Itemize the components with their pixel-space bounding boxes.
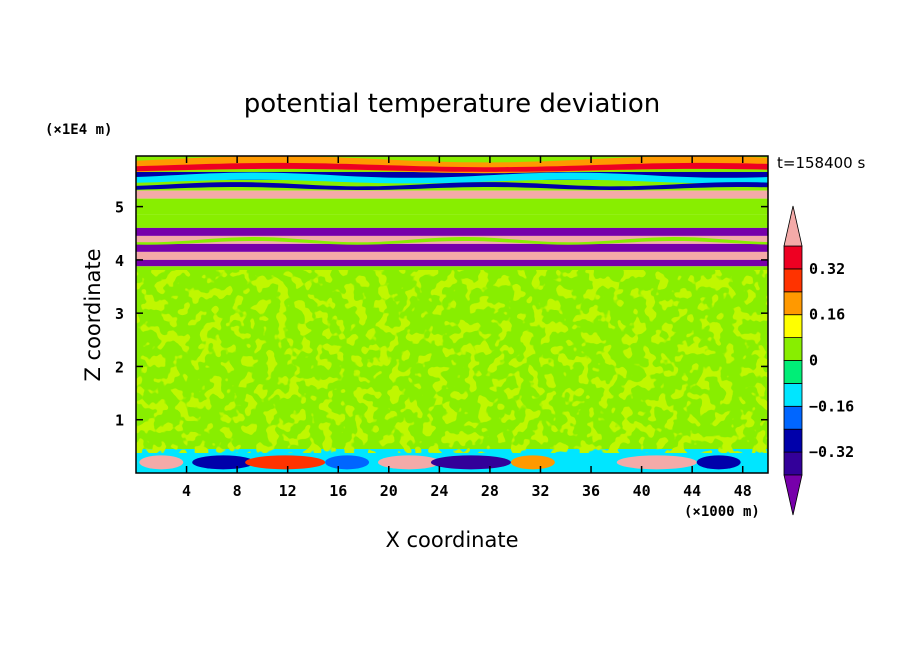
colorbar-band-5 — [783, 337, 803, 361]
x-tick-label: 32 — [531, 482, 549, 500]
x-tick-label: 4 — [182, 482, 191, 500]
y-tick-label: 3 — [115, 305, 124, 323]
contour-layer-3 — [136, 190, 768, 199]
upper-warm-core — [136, 162, 768, 172]
colorbar-band-6 — [783, 314, 803, 339]
x-tick-label: 40 — [633, 482, 651, 500]
x-tick-label: 36 — [582, 482, 600, 500]
surface-blob-8 — [616, 455, 697, 470]
time-label: t=158400 s — [777, 154, 865, 172]
colorbar-band-4 — [783, 360, 803, 384]
colorbar-tick-label: 0 — [809, 352, 818, 370]
x-tick-label: 28 — [481, 482, 499, 500]
surface-blob-0 — [139, 455, 184, 470]
contour-layer-6 — [136, 227, 768, 236]
colorbar-band-0 — [783, 451, 803, 476]
x-axis-unit: (×1000 m) — [684, 504, 760, 520]
noise-overlay — [136, 270, 768, 453]
surface-blob-6 — [510, 455, 555, 470]
colorbar-band-1 — [783, 428, 803, 453]
x-tick-label: 8 — [233, 482, 242, 500]
colorbar: 0.32 0.16 0 −0.16 −0.32 — [783, 205, 854, 516]
y-axis-unit: (×1E4 m) — [45, 122, 112, 138]
surface-blob-1 — [192, 455, 255, 470]
surface-layer-blobs — [139, 455, 741, 470]
surface-blob-3 — [325, 455, 370, 470]
surface-blob-2 — [245, 455, 326, 470]
colorbar-band-3 — [783, 382, 803, 407]
colorbar-under-triangle — [783, 474, 803, 516]
x-tick-label: 48 — [734, 482, 752, 500]
y-tick-label: 5 — [115, 199, 124, 217]
upper-cold-band — [136, 182, 768, 190]
x-axis: 4 8 12 16 20 24 28 32 36 40 44 48 — [182, 156, 752, 500]
colorbar-tick-label: −0.16 — [809, 397, 854, 415]
colorbar-tick-label: 0.16 — [809, 306, 845, 324]
plot-frame — [135, 155, 769, 474]
colorbar-band-9 — [783, 245, 803, 270]
colorbar-tick-label: 0.32 — [809, 260, 845, 278]
x-tick-label: 20 — [380, 482, 398, 500]
colorbar-band-2 — [783, 405, 803, 430]
x-tick-label: 16 — [329, 482, 347, 500]
colorbar-over-triangle — [783, 205, 803, 247]
colorbar-band-7 — [783, 291, 803, 316]
x-tick-label: 44 — [683, 482, 701, 500]
surface-blob-7 — [563, 455, 626, 470]
y-tick-label: 1 — [115, 412, 124, 430]
surface-blob-5 — [430, 455, 511, 470]
surface-blob-4 — [378, 455, 441, 470]
y-tick-label: 4 — [115, 252, 124, 270]
chart-title: potential temperature deviation — [244, 89, 660, 119]
contour-layer-9 — [136, 251, 768, 260]
mid-interface-band — [136, 237, 768, 245]
x-tick-label: 12 — [279, 482, 297, 500]
contour-layer-10 — [136, 259, 768, 267]
y-tick-label: 2 — [115, 358, 124, 376]
x-tick-label: 24 — [430, 482, 448, 500]
contour-layer-5 — [136, 214, 768, 228]
x-axis-label: X coordinate — [385, 528, 518, 552]
upper-cool-band — [136, 172, 768, 184]
colorbar-tick-label: −0.32 — [809, 443, 854, 461]
y-axis-label: Z coordinate — [81, 248, 105, 381]
contour-layer-4 — [136, 198, 768, 215]
colorbar-band-8 — [783, 268, 803, 293]
y-axis: 1 2 3 4 5 — [115, 199, 768, 430]
surface-blob-9 — [696, 455, 741, 470]
contour-layer-8 — [136, 243, 768, 252]
contour-layer-1 — [136, 171, 768, 180]
